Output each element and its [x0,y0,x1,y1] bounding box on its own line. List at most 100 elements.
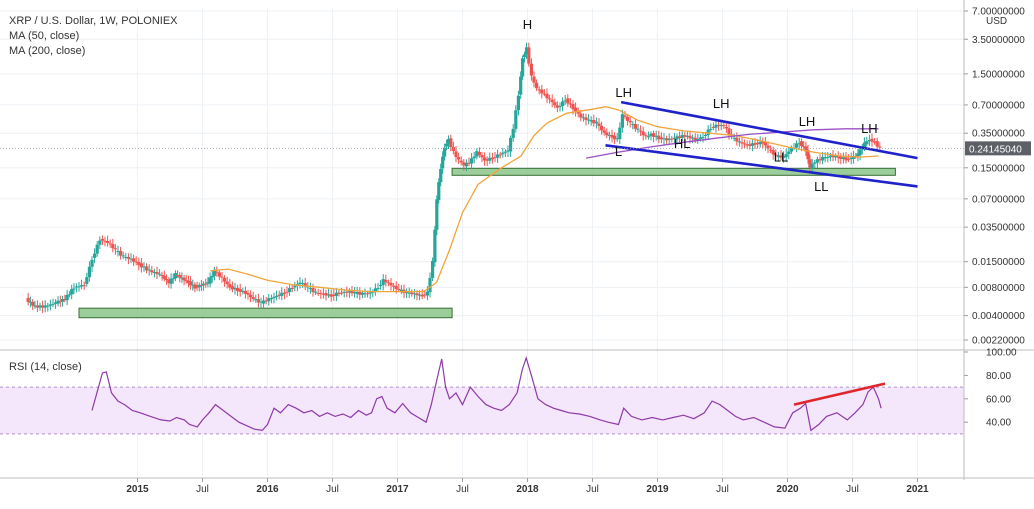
candle-body [33,305,37,307]
candle-body [808,159,812,168]
candle-body [766,145,770,149]
candle-body [745,144,749,146]
candle-body [262,300,266,304]
trend-lines [605,100,918,188]
candle-body [85,277,89,284]
pattern-label: LH [615,85,632,100]
pattern-label: LL [774,149,788,164]
candle-body [124,256,128,258]
candle-body [527,47,531,64]
candle-body [787,151,791,155]
candle-body [750,143,754,146]
candle-body [581,117,585,119]
time-tick-label: Jul [196,484,209,495]
candle-body [238,289,242,292]
candle-body [446,139,451,144]
candle-body [488,157,492,161]
candle-body [43,305,47,308]
time-tick-label: 2020 [776,484,799,495]
candle-body [412,293,416,295]
candle-body [132,258,136,262]
candle-body [620,114,624,128]
candle-body [407,292,411,294]
time-tick-label: Jul [326,484,339,495]
candle-body [849,157,853,160]
candle-body [858,149,862,156]
candle-body [818,159,822,161]
candle-body [675,136,679,140]
candle-body [353,291,357,294]
candle-body [657,135,661,140]
candle-body [210,275,214,278]
candle-body [774,154,778,156]
candle-body [293,285,297,288]
candle-body [167,279,171,284]
candle-body [467,162,471,164]
candle-body [74,286,78,288]
price-tick-label: 0.07000000 [972,194,1025,205]
candle-body [444,143,449,147]
candle-body [392,285,396,287]
support-zones [78,167,896,319]
candle-body [771,150,775,155]
candle-body [457,157,461,160]
candle-body [162,275,166,280]
candle-body [748,144,752,146]
ma50-line [210,106,879,293]
candle-body [80,285,84,287]
candle-body [462,162,466,166]
candle-body [31,301,35,306]
candle-body [641,131,645,136]
candle-body [155,271,159,275]
candle-body [182,277,186,281]
trend-line [620,100,918,160]
pattern-label: LL [814,179,828,194]
candle-body [443,147,447,157]
candle-body [815,159,819,163]
candle-body [381,279,385,286]
candle-body [41,305,45,308]
candle-body [613,135,617,140]
candle-body [70,289,74,295]
candle-body [743,143,747,145]
legend-title: XRP / U.S. Dollar, 1W, POLONIEX [9,15,178,27]
candle-body [646,136,650,138]
candle-body [384,279,388,283]
chart-legend: XRP / U.S. Dollar, 1W, POLONIEX MA (50, … [9,15,178,57]
candle-body [867,140,871,142]
candle-body [90,259,94,267]
candle-body [477,151,481,156]
candle-body [228,284,232,288]
candle-body [579,113,583,118]
candle-body [558,106,562,108]
candle-body [119,250,123,256]
candle-body [269,298,273,300]
candle-body [649,133,653,137]
candle-body [259,301,263,303]
candle-body [230,286,234,290]
candle-body [301,283,305,285]
price-tick-label: 0.35000000 [972,129,1025,140]
candle-body [150,270,154,273]
support-zone [78,307,453,319]
candle-body [615,138,619,140]
candle-body [535,82,539,89]
candle-body [60,299,65,302]
candle-body [51,303,55,305]
candle-body [763,142,767,146]
pattern-label: LH [799,114,816,129]
candle-body [626,116,630,121]
candle-body [116,250,120,252]
candle-body [316,292,320,294]
candle-body [77,286,81,288]
candle-body [511,128,515,138]
candle-body [433,229,437,263]
candle-body [795,143,799,148]
candle-body [439,168,443,183]
candle-body [779,155,783,158]
candle-body [280,292,284,296]
candle-body [67,294,72,296]
candle-body [397,288,401,290]
